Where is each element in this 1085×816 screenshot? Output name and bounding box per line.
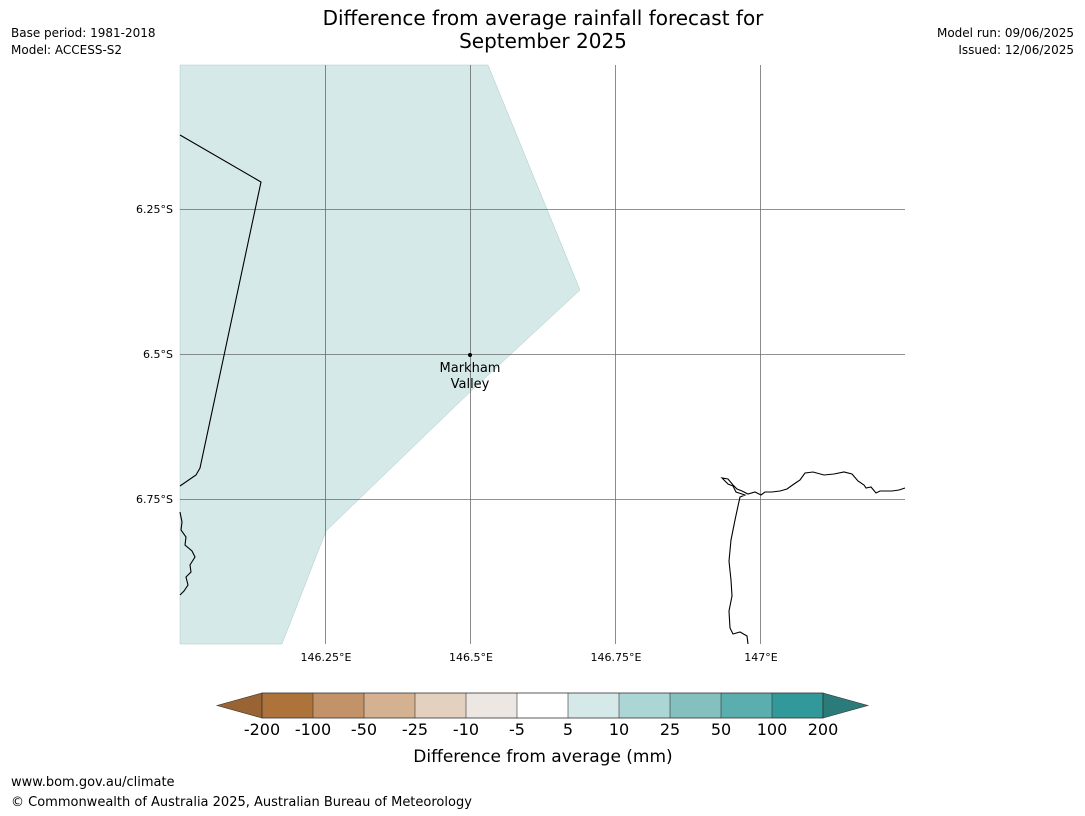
place-marker <box>468 353 472 357</box>
province-border <box>179 134 262 487</box>
lat-label-6-5: 6.5°S <box>143 348 173 361</box>
colorbar-tick-label: -5 <box>509 720 525 739</box>
lon-label-146-25: 146.25°E <box>301 651 352 664</box>
title-line-1: Difference from average rainfall forecas… <box>322 6 764 30</box>
issued-text: Issued: 12/06/2025 <box>958 43 1074 57</box>
colorbar-segment-4 <box>415 693 466 718</box>
colorbar-tick-label: 200 <box>808 720 839 739</box>
colorbar-extend-low <box>215 692 263 719</box>
colorbar-tick-label: 50 <box>711 720 731 739</box>
coastline-east <box>720 471 906 645</box>
colorbar-segment-11 <box>772 693 823 718</box>
colorbar-extend-high <box>822 692 870 719</box>
colorbar: -200 -100 -50 -25 -10 -5 5 10 25 50 100 … <box>215 692 870 767</box>
lon-label-147: 147°E <box>744 651 777 664</box>
model-name-text: Model: ACCESS-S2 <box>11 43 123 57</box>
run-info: Model run: 09/06/2025 Issued: 12/06/2025 <box>937 25 1074 59</box>
colorbar-segment-2 <box>313 693 364 718</box>
coastline-west <box>179 511 196 596</box>
colorbar-segment-8 <box>619 693 670 718</box>
colorbar-segment-5 <box>466 693 517 718</box>
footer-url: www.bom.gov.au/climate <box>11 775 175 790</box>
place-label-line-1: Markham <box>440 361 501 376</box>
model-info: Base period: 1981-2018 Model: ACCESS-S2 <box>11 25 156 59</box>
base-period-text: Base period: 1981-2018 <box>11 26 156 40</box>
lat-label-6-75: 6.75°S <box>136 493 173 506</box>
lon-label-146-75: 146.75°E <box>591 651 642 664</box>
colorbar-tick-label: 100 <box>757 720 788 739</box>
lon-label-146-5: 146.5°E <box>449 651 493 664</box>
colorbar-tick-label: -100 <box>295 720 331 739</box>
colorbar-segment-6 <box>517 693 568 718</box>
map-title: Difference from average rainfall forecas… <box>243 7 843 53</box>
colorbar-tick-label: 5 <box>563 720 573 739</box>
colorbar-tick-label: -200 <box>244 720 280 739</box>
colorbar-outline <box>261 692 824 719</box>
colorbar-segment-7 <box>568 693 619 718</box>
colorbar-tick-label: 25 <box>660 720 680 739</box>
colorbar-title: Difference from average (mm) <box>413 747 672 767</box>
lat-label-6-25: 6.25°S <box>136 203 173 216</box>
colorbar-tick-label: -10 <box>453 720 479 739</box>
colorbar-segment-9 <box>670 693 721 718</box>
title-line-2: September 2025 <box>459 29 627 53</box>
model-run-text: Model run: 09/06/2025 <box>936 26 1074 40</box>
colorbar-segment-1 <box>262 693 313 718</box>
colorbar-tick-label: -25 <box>402 720 428 739</box>
place-label-line-2: Valley <box>451 377 490 392</box>
colorbar-segment-3 <box>364 693 415 718</box>
colorbar-segment-10 <box>721 693 772 718</box>
graticule <box>180 65 905 644</box>
footer-copyright: © Commonwealth of Australia 2025, Austra… <box>11 795 472 810</box>
colorbar-tick-label: 10 <box>609 720 629 739</box>
colorbar-tick-label: -50 <box>351 720 377 739</box>
